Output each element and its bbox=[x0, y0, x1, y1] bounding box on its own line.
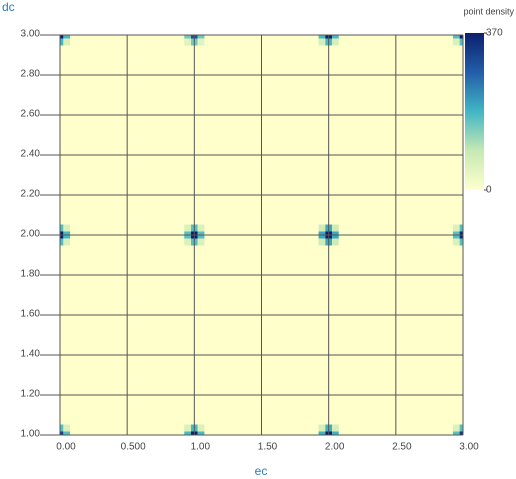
x-tick-label: 2.00 bbox=[325, 442, 345, 453]
y-tick-label: 3.00 bbox=[21, 29, 41, 40]
heatmap-cell bbox=[184, 431, 191, 435]
y-axis-title: dc bbox=[2, 0, 15, 14]
y-tick-label: 1.20 bbox=[21, 389, 41, 400]
x-axis-title: ec bbox=[255, 464, 268, 478]
heatmap-cell bbox=[63, 424, 71, 432]
heatmap-cell bbox=[459, 238, 463, 246]
heatmap-cell bbox=[197, 238, 205, 246]
heatmap-cell bbox=[63, 35, 71, 39]
y-tick-label: 2.40 bbox=[21, 149, 41, 160]
heatmap-cell bbox=[60, 238, 64, 246]
x-tick-label: 1.50 bbox=[258, 442, 278, 453]
colorbar-tick-label: 0 bbox=[486, 185, 492, 196]
y-tick-label: 1.60 bbox=[21, 309, 41, 320]
heatmap-cell bbox=[452, 224, 460, 232]
heatmap-cell bbox=[459, 431, 463, 435]
x-tick-label: 0.500 bbox=[121, 442, 146, 453]
heatmap-cell bbox=[332, 431, 339, 435]
heatmap-cell bbox=[452, 35, 460, 39]
heatmap-cell bbox=[197, 424, 205, 432]
heatmap-cell bbox=[332, 238, 339, 246]
heatmap-cell bbox=[452, 238, 460, 246]
heatmap-cell bbox=[63, 38, 71, 46]
heatmap-cell bbox=[63, 224, 71, 232]
heatmap-cell bbox=[332, 35, 339, 39]
heatmap-cell bbox=[184, 224, 191, 232]
heatmap-cell bbox=[184, 35, 191, 39]
heatmap-cell bbox=[184, 424, 191, 432]
heatmap-cell bbox=[197, 35, 205, 39]
x-tick-label: 3.00 bbox=[459, 442, 479, 453]
y-tick-label: 2.20 bbox=[21, 189, 41, 200]
heatmap-cell bbox=[318, 431, 326, 435]
colorbar-tick-label: 370 bbox=[486, 28, 503, 39]
heatmap-cell bbox=[197, 224, 205, 232]
x-tick-label: 1.00 bbox=[191, 442, 211, 453]
heatmap-cell bbox=[318, 38, 326, 46]
y-tick-label: 1.80 bbox=[21, 269, 41, 280]
heatmap-cell bbox=[318, 238, 326, 246]
heatmap-cell bbox=[184, 238, 191, 246]
heatmap-cell bbox=[60, 431, 64, 435]
x-tick-label: 0.00 bbox=[56, 442, 76, 453]
heatmap-cell bbox=[60, 35, 64, 39]
heatmap-cell bbox=[459, 224, 463, 232]
heatmap-cell bbox=[60, 38, 64, 46]
colorbar-title: point density bbox=[463, 6, 514, 16]
colorbar bbox=[465, 33, 484, 190]
heatmap-cell bbox=[60, 224, 64, 232]
y-tick-label: 2.80 bbox=[21, 69, 41, 80]
heatmap-cell bbox=[63, 431, 71, 435]
heatmap-cell bbox=[459, 424, 463, 432]
heatmap-cell bbox=[452, 424, 460, 432]
y-tick-label: 2.60 bbox=[21, 109, 41, 120]
x-tick-label: 2.50 bbox=[392, 442, 412, 453]
heatmap-cell bbox=[318, 224, 326, 232]
y-tick-label: 1.00 bbox=[21, 429, 41, 440]
heatmap-cell bbox=[459, 38, 463, 46]
heatmap-cell bbox=[63, 238, 71, 246]
heatmap-cell bbox=[60, 424, 64, 432]
heatmap-cell bbox=[197, 431, 205, 435]
heatmap-cell bbox=[318, 424, 326, 432]
y-tick-label: 2.00 bbox=[21, 229, 41, 240]
heatmap-cell bbox=[452, 431, 460, 435]
heatmap-cell bbox=[197, 38, 205, 46]
heatmap-cell bbox=[184, 38, 191, 46]
y-tick-label: 1.40 bbox=[21, 349, 41, 360]
heatmap-cell bbox=[452, 38, 460, 46]
heatmap-cell bbox=[318, 35, 326, 39]
heatmap-cell bbox=[459, 35, 463, 39]
heatmap-cell bbox=[332, 38, 339, 46]
heatmap-cell bbox=[332, 224, 339, 232]
heatmap-cell bbox=[332, 424, 339, 432]
